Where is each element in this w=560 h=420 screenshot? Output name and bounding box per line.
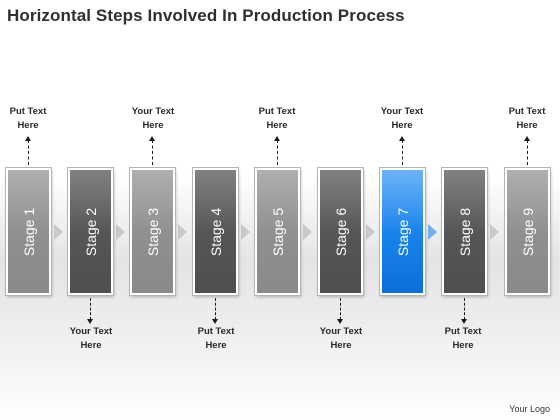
stage-box: Stage 8 <box>442 168 487 295</box>
logo-text: Your Logo <box>509 404 550 414</box>
text-placeholder: Your Text Here <box>69 326 113 351</box>
connector-up-arrow-icon <box>524 136 530 165</box>
stage-label: Stage 5 <box>269 207 286 256</box>
stage-label: Stage 7 <box>394 207 411 256</box>
stage-box-highlighted: Stage 7 <box>380 168 425 295</box>
text-placeholder: Your Text Here <box>131 106 175 131</box>
flow-arrow-icon <box>366 224 375 240</box>
stage-label: Stage 4 <box>207 207 224 256</box>
connector-down-arrow-icon <box>212 298 218 324</box>
text-placeholder: Your Text Here <box>380 106 424 131</box>
stage-box: Stage 5 <box>255 168 300 295</box>
connector-up-arrow-icon <box>149 136 155 165</box>
stage-box: Stage 4 <box>193 168 238 295</box>
connector-up-arrow-icon <box>274 136 280 165</box>
stage-box: Stage 9 <box>505 168 550 295</box>
stage-box: Stage 6 <box>318 168 363 295</box>
flow-arrow-icon <box>490 224 499 240</box>
text-placeholder: Put Text Here <box>9 106 47 131</box>
flow-arrow-icon <box>54 224 63 240</box>
stage-box: Stage 3 <box>130 168 175 295</box>
text-placeholder: Put Text Here <box>508 106 546 131</box>
stage-label: Stage 8 <box>456 207 473 256</box>
text-placeholder: Put Text Here <box>444 326 482 351</box>
flow-arrow-icon <box>178 224 187 240</box>
stage-box: Stage 1 <box>6 168 51 295</box>
connector-down-arrow-icon <box>337 298 343 324</box>
flow-arrow-icon <box>116 224 125 240</box>
connector-up-arrow-icon <box>399 136 405 165</box>
stage-box: Stage 2 <box>68 168 113 295</box>
flow-arrow-icon <box>241 224 250 240</box>
stage-label: Stage 3 <box>144 207 161 256</box>
stage-label: Stage 9 <box>519 207 536 256</box>
text-placeholder: Your Text Here <box>319 326 363 351</box>
page-title: Horizontal Steps Involved In Production … <box>7 6 405 25</box>
connector-down-arrow-icon <box>461 298 467 324</box>
stage-label: Stage 2 <box>82 207 99 256</box>
stage-label: Stage 6 <box>332 207 349 256</box>
connector-down-arrow-icon <box>87 298 93 324</box>
flow-arrow-icon <box>428 224 437 240</box>
stage-label: Stage 1 <box>20 207 37 256</box>
text-placeholder: Put Text Here <box>197 326 235 351</box>
flow-arrow-icon <box>303 224 312 240</box>
connector-up-arrow-icon <box>25 136 31 165</box>
text-placeholder: Put Text Here <box>258 106 296 131</box>
